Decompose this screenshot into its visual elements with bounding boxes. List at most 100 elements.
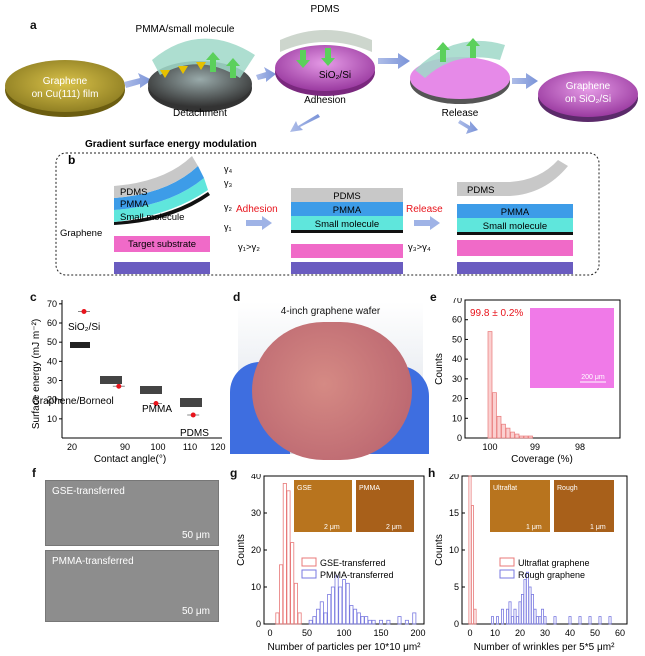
g-bar [290, 542, 295, 625]
h-inset-label-1: Ultraflat [493, 485, 517, 492]
h-ytick: 5 [454, 582, 459, 592]
h-xtick: 20 [515, 628, 525, 638]
detach-disk [148, 61, 252, 107]
h-bar [516, 616, 520, 625]
c-ylabel: Surface energy (mJ m⁻²) [31, 319, 42, 429]
g-inset-label-1: GSE [297, 485, 312, 492]
h-bar [538, 616, 542, 625]
e-bar [514, 433, 520, 439]
droplet-img-1 [70, 342, 90, 348]
h-inset-1 [490, 480, 550, 532]
droplet-img-3 [140, 386, 162, 394]
panel-label-e: e [430, 290, 437, 304]
g-bar [286, 490, 291, 625]
g-bar [338, 586, 343, 625]
c-point [81, 309, 87, 314]
g-bar [334, 575, 339, 625]
c-xtick: 120 [210, 442, 225, 452]
pmma-label: PMMA-transferred [52, 556, 134, 567]
wafer-caption: 4-inch graphene wafer [280, 306, 381, 317]
e-scale: 200 μm [581, 374, 605, 381]
panel-b-schematic: b Target substrate PDMS PMMA Small molec… [55, 152, 600, 276]
h-bar [588, 616, 592, 625]
c-ytick: 30 [47, 376, 57, 386]
adhesion-label: Adhesion [304, 95, 346, 106]
c-xtick: 100 [150, 442, 165, 452]
g-ytick: 20 [251, 545, 261, 555]
stack3-pdms: PDMS [467, 185, 494, 196]
g-bar [404, 619, 409, 625]
g-ytick: 0 [256, 619, 261, 629]
h-xtick: 0 [467, 628, 472, 638]
g-bar [330, 586, 335, 625]
g-bar [412, 612, 417, 625]
g-xlabel: Number of particles per 10*10 μm² [267, 642, 421, 653]
h-inset-scale-2: 1 μm [590, 524, 606, 531]
h-xlabel: Number of wrinkles per 5*5 μm² [474, 642, 615, 653]
e-ytick: 0 [457, 433, 462, 443]
stack3-small: Small molecule [483, 221, 547, 232]
wafer-photo: 4-inch graphene wafer [230, 302, 429, 460]
droplet-img-2 [100, 376, 122, 384]
panel-a-schematic: Graphene on Cu(111) film PMMA/small mole… [5, 4, 638, 150]
g-inset-scale-1: 2 μm [324, 524, 340, 531]
h-ytick: 20 [449, 474, 459, 481]
h-inset-scale-1: 1 μm [526, 524, 542, 531]
panel-label-h: h [428, 466, 436, 480]
c-ytick: 20 [47, 395, 57, 405]
h-bar [501, 608, 505, 625]
arrow-1 [124, 73, 152, 88]
g-bar [345, 582, 350, 625]
e-ytick: 40 [452, 354, 462, 364]
gradient-title: Gradient surface energy modulation [85, 139, 257, 150]
h-ytick: 0 [454, 619, 459, 629]
release-label: Release [442, 108, 479, 119]
h-xtick: 40 [565, 628, 575, 638]
panel-label-g: g [230, 466, 238, 480]
panel-label-b: b [68, 153, 75, 167]
h-bar [598, 616, 602, 625]
g-bar [275, 612, 280, 625]
c-ytick: 50 [47, 337, 57, 347]
g-bar [386, 619, 391, 625]
c-ytick: 70 [47, 299, 57, 309]
graphene-cu-label-2: on Cu(111) film [32, 89, 99, 100]
e-xlabel: Coverage (%) [511, 454, 573, 465]
h-legend-1: Ultraflat graphene [518, 558, 590, 568]
detached-film [152, 38, 255, 78]
e-xtick: 98 [575, 442, 585, 452]
stack2-pdms: PDMS [333, 191, 360, 202]
c-xlabel: Contact angle(°) [94, 454, 166, 465]
stack1-pmma: PMMA [120, 199, 149, 210]
c-point [116, 383, 122, 389]
graphene-sio2-label: Graphene [566, 81, 611, 92]
pdms-label: PDMS [311, 4, 340, 15]
sio2-label: SiO₂/Si [319, 70, 351, 81]
g-xtick: 150 [373, 628, 388, 638]
g-ylabel: Counts [236, 534, 247, 566]
droplet-img-4 [180, 398, 202, 407]
h-ylabel: Counts [434, 534, 445, 566]
gamma1: γ₁ [224, 222, 232, 232]
panel-label-c: c [30, 290, 37, 304]
h-bar [531, 594, 535, 625]
g-bar [397, 616, 402, 625]
e-bar [519, 435, 524, 439]
g-inset-label-2: PMMA [359, 485, 380, 492]
e-xtick: 100 [482, 442, 497, 452]
h-bar [473, 608, 477, 625]
c-ytick: 40 [47, 356, 57, 366]
e-xtick: 99 [530, 442, 540, 452]
e-ytick: 10 [452, 413, 462, 423]
arrow-down-right [458, 120, 478, 134]
e-bar [510, 431, 515, 439]
g-bar [327, 594, 332, 625]
g-bar [319, 601, 324, 625]
h-bar [508, 601, 512, 625]
graphene-label: Graphene [60, 228, 102, 239]
h-bar [491, 616, 495, 625]
stack2-pmma: PMMA [333, 205, 362, 216]
c-point [153, 401, 159, 406]
cond1: γ₁>γ₂ [238, 242, 260, 253]
arrow-4 [512, 73, 538, 89]
